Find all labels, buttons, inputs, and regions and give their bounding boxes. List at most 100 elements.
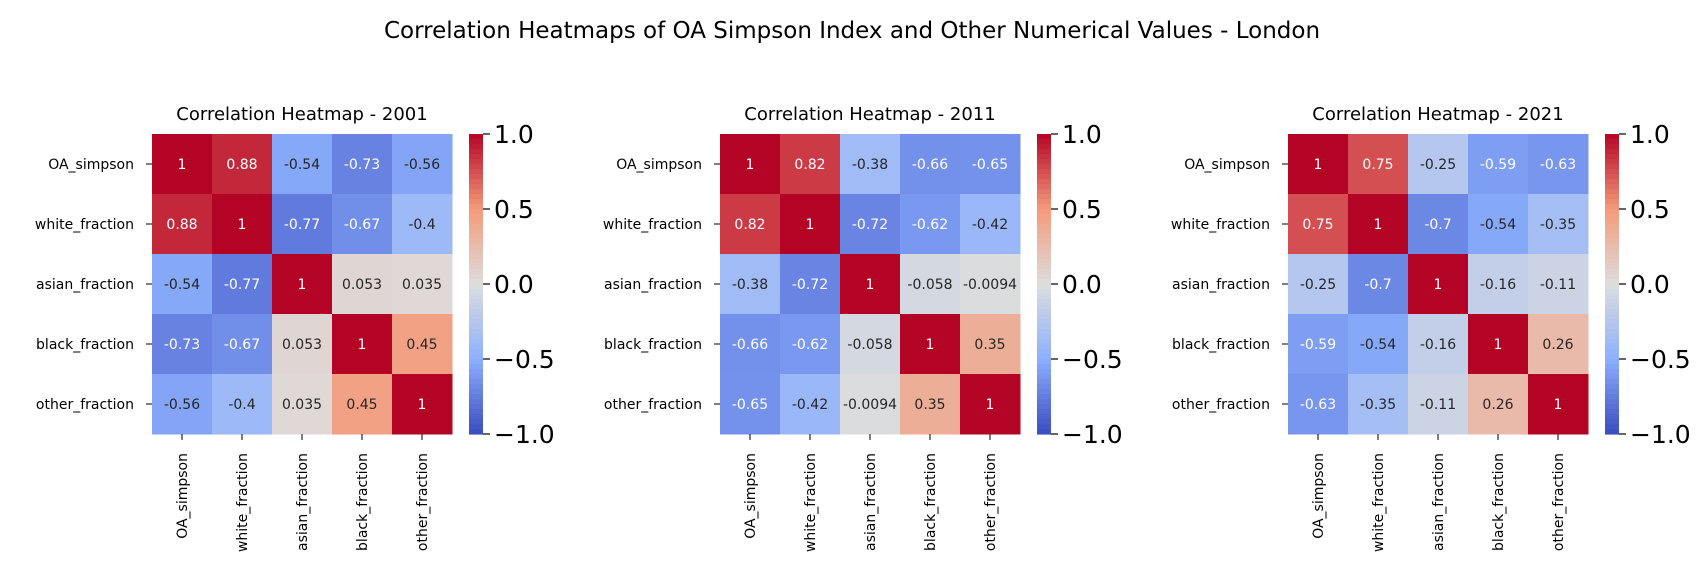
heatmap-cell: [152, 314, 213, 375]
cell-annotation: -0.56: [164, 397, 200, 413]
y-tick-label: OA_simpson: [48, 157, 134, 173]
colorbar-segment: [1037, 399, 1051, 405]
heatmap-cell: [1528, 254, 1589, 315]
colorbar-segment: [469, 419, 483, 425]
cell-annotation: -0.25: [1420, 157, 1456, 173]
cell-annotation: -0.65: [732, 397, 768, 413]
colorbar-segment: [1037, 249, 1051, 255]
colorbar-segment: [1605, 289, 1619, 295]
colorbar-segment: [469, 319, 483, 325]
cell-annotation: -0.73: [164, 337, 200, 353]
colorbar-tick-label: 1.0: [1062, 120, 1102, 149]
heatmap-cell: [840, 374, 901, 435]
colorbar-segment: [1605, 339, 1619, 345]
cell-annotation: 0.75: [1302, 217, 1333, 233]
colorbar-segment: [469, 264, 483, 270]
cell-annotation: 0.88: [226, 157, 257, 173]
heatmap-cell: [152, 194, 213, 255]
colorbar-segment: [1037, 204, 1051, 210]
colorbar-segment: [1605, 199, 1619, 205]
colorbar-segment: [1605, 184, 1619, 190]
colorbar-segment: [469, 194, 483, 200]
colorbar-segment: [1605, 229, 1619, 235]
colorbar-tick-label: 0.5: [1630, 195, 1670, 224]
colorbar-tick-label: 0.5: [494, 195, 534, 224]
heatmap-cell: [1468, 314, 1529, 375]
colorbar-segment: [469, 374, 483, 380]
cell-annotation: -0.63: [1300, 397, 1336, 413]
colorbar-segment: [469, 404, 483, 410]
colorbar-segment: [1605, 154, 1619, 160]
y-tick-label: black_fraction: [604, 337, 702, 353]
heatmap-cell: [1288, 314, 1349, 375]
colorbar-segment: [1605, 139, 1619, 145]
colorbar-segment: [1605, 219, 1619, 225]
heatmap-cell: [152, 254, 213, 315]
colorbar-segment: [1037, 244, 1051, 250]
heatmap-cell: [272, 314, 333, 375]
colorbar-segment: [1605, 164, 1619, 170]
colorbar-segment: [469, 294, 483, 300]
colorbar-segment: [469, 239, 483, 245]
cell-annotation: -0.7: [1424, 217, 1451, 233]
colorbar-segment: [469, 279, 483, 285]
colorbar-segment: [469, 354, 483, 360]
cell-annotation: -0.11: [1420, 397, 1456, 413]
cell-annotation: 0.35: [914, 397, 945, 413]
colorbar-segment: [469, 414, 483, 420]
colorbar-tick-label: 0.0: [1062, 270, 1102, 299]
heatmap-cell: [212, 314, 273, 375]
cell-annotation: -0.4: [408, 217, 435, 233]
cell-annotation: -0.25: [1300, 277, 1336, 293]
colorbar-tick-label: 1.0: [1630, 120, 1670, 149]
x-tick-label: OA_simpson: [175, 453, 191, 539]
colorbar-segment: [469, 314, 483, 320]
figure-suptitle: Correlation Heatmaps of OA Simpson Index…: [384, 18, 1320, 44]
y-tick-label: other_fraction: [1172, 397, 1270, 413]
heatmap-cell: [840, 194, 901, 255]
colorbar-tick-label: −1.0: [494, 420, 555, 449]
cell-annotation: 1: [1314, 157, 1323, 173]
y-tick-label: white_fraction: [1171, 217, 1270, 233]
colorbar-segment: [1037, 334, 1051, 340]
x-tick-label: black_fraction: [1491, 453, 1507, 551]
cell-annotation: 0.035: [282, 397, 322, 413]
cell-annotation: 0.26: [1482, 397, 1513, 413]
colorbar-segment: [469, 199, 483, 205]
cell-annotation: 1: [986, 397, 995, 413]
colorbar-segment: [469, 389, 483, 395]
cell-annotation: -0.0094: [843, 397, 897, 413]
x-tick-label: white_fraction: [1371, 453, 1387, 552]
colorbar-segment: [469, 334, 483, 340]
cell-annotation: -0.72: [792, 277, 828, 293]
heatmap-cell: [1348, 134, 1409, 195]
colorbar-segment: [469, 269, 483, 275]
colorbar-segment: [469, 329, 483, 335]
cell-annotation: 1: [1434, 277, 1443, 293]
colorbar-segment: [1037, 274, 1051, 280]
colorbar-segment: [1037, 149, 1051, 155]
colorbar-segment: [1037, 389, 1051, 395]
heatmap-title: Correlation Heatmap - 2021: [1312, 104, 1563, 125]
heatmap-cell: [780, 314, 841, 375]
colorbar-segment: [1037, 314, 1051, 320]
colorbar-segment: [469, 254, 483, 260]
colorbar-segment: [1037, 134, 1051, 140]
colorbar-segment: [469, 224, 483, 230]
colorbar-segment: [469, 384, 483, 390]
y-tick-label: black_fraction: [36, 337, 134, 353]
colorbar-tick-label: 0.0: [494, 270, 534, 299]
colorbar-segment: [1037, 169, 1051, 175]
heatmap-cell: [332, 254, 393, 315]
heatmap-panel: Correlation Heatmap - 2001 1 0.88 -0.54 -0.7…: [35, 104, 555, 552]
colorbar-segment: [469, 149, 483, 155]
heatmap-cell: [332, 314, 393, 375]
x-tick-label: other_fraction: [983, 453, 999, 551]
colorbar-segment: [1037, 194, 1051, 200]
colorbar-segment: [469, 234, 483, 240]
heatmap-title: Correlation Heatmap - 2011: [744, 104, 995, 125]
heatmap-cell: [1468, 134, 1529, 195]
heatmap-cell: [1408, 194, 1469, 255]
colorbar-segment: [469, 359, 483, 365]
colorbar-segment: [1037, 344, 1051, 350]
